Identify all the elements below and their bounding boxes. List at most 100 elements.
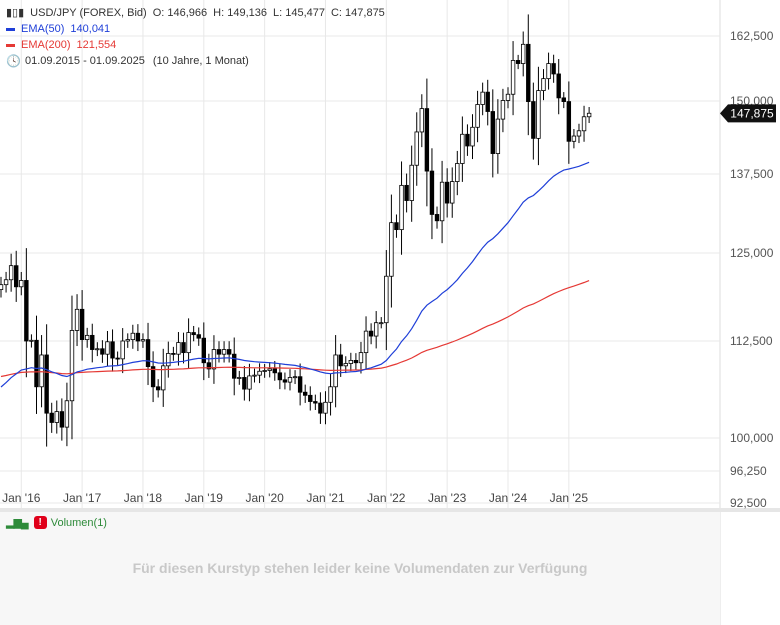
candle-body (571, 135, 577, 142)
warning-icon[interactable]: ! (33, 516, 47, 529)
volume-label: Volumen(1) (50, 516, 107, 529)
candle-body (328, 386, 333, 403)
candle-body (272, 368, 277, 374)
candle-body (531, 101, 536, 139)
x-tick-label: Jan '21 (306, 491, 345, 505)
candle-body (521, 43, 526, 64)
candle-body (216, 349, 222, 355)
candle-body (105, 341, 110, 355)
candle-body (14, 265, 19, 288)
volume-panel (0, 512, 720, 625)
candle-body (135, 332, 141, 342)
candle-body (444, 181, 450, 204)
clock-icon: 🕓 (6, 54, 21, 68)
panel-separator (0, 508, 780, 512)
candle-body (556, 73, 561, 99)
ema200-line (0, 280, 590, 378)
candle-body (434, 214, 440, 222)
candle-body (541, 78, 546, 91)
candle-body (500, 100, 506, 120)
candle-body (536, 90, 541, 139)
candle-body (419, 108, 425, 133)
candle-body (29, 339, 34, 342)
candle-body (561, 97, 566, 102)
candle-body (429, 170, 435, 215)
candle-body (44, 354, 49, 414)
candle-body (495, 118, 501, 154)
candle-body (130, 332, 136, 340)
candle-body (140, 339, 146, 342)
candle-body (323, 401, 328, 414)
candle-body (69, 330, 75, 402)
x-tick-label: Jan '20 (245, 491, 284, 505)
ema50-swatch (6, 27, 15, 31)
candle-body (297, 376, 303, 393)
volume-bars-icon: ▂▆▄ (6, 517, 29, 529)
candle-body (480, 91, 485, 105)
candle-body (353, 359, 359, 364)
candle-body (510, 60, 516, 95)
x-tick-label: Jan '16 (2, 491, 41, 505)
candle-icon: ▮▯▮ (6, 7, 25, 19)
ema200-label: EMA(200) (21, 39, 71, 51)
legend-ema200[interactable]: EMA(200) 121,554 (6, 37, 391, 53)
date-range: 01.09.2015 - 01.09.2025 (24, 55, 145, 67)
candle-body (39, 354, 44, 388)
candle-body (110, 341, 115, 359)
candle-body (363, 330, 369, 354)
y-tick-label: 162,500 (730, 29, 774, 43)
candle-body (586, 112, 592, 118)
candle-body (551, 63, 556, 75)
candle-body (161, 365, 166, 391)
candle-body (155, 386, 161, 391)
x-tick-label: Jan '18 (124, 491, 163, 505)
candle-body (318, 402, 323, 414)
candle-body (460, 133, 465, 164)
x-tick-label: Jan '17 (63, 491, 102, 505)
ema50-label: EMA(50) (21, 23, 65, 35)
candle-body (262, 370, 267, 372)
candle-body (505, 93, 511, 101)
candle-body (267, 368, 272, 371)
candle-body (221, 349, 227, 355)
candle-body (90, 334, 95, 350)
candle-body (475, 104, 480, 128)
x-tick-label: Jan '19 (185, 491, 224, 505)
candle-body (84, 334, 90, 340)
candle-body (115, 357, 120, 360)
candle-body (287, 377, 293, 383)
legend-ema50[interactable]: EMA(50) 140,041 (6, 21, 391, 37)
ema200-value: 121,554 (76, 39, 117, 51)
candle-body (74, 308, 80, 331)
candle-body (145, 339, 151, 368)
candle-body (100, 348, 105, 355)
candle-body (120, 340, 125, 360)
last-price-marker (720, 104, 776, 123)
candle-body (191, 332, 196, 336)
candle-body (3, 279, 9, 286)
candle-body (389, 222, 394, 277)
low-value: L: 145,477 (272, 7, 325, 19)
candle-body (277, 372, 283, 381)
candle-body (59, 411, 65, 428)
candle-body (150, 366, 156, 388)
candle-body (399, 184, 404, 231)
candle-body (252, 374, 257, 377)
candle-body (546, 63, 551, 80)
candle-body (226, 349, 232, 355)
candle-body (54, 411, 59, 423)
candle-body (292, 376, 298, 379)
y-tick-label: 100,000 (730, 431, 774, 445)
candle-body (125, 339, 130, 342)
candle-body (348, 359, 354, 364)
candle-body (201, 337, 206, 364)
chart-legend: ▮▯▮ USD/JPY (FOREX, Bid) O: 146,966 H: 1… (6, 5, 391, 69)
period-label: (10 Jahre, 1 Monat) (152, 55, 249, 67)
last-price-label: 147,875 (730, 106, 774, 120)
candle-body (576, 130, 582, 137)
candle-body (196, 334, 201, 339)
candle-body (64, 400, 70, 428)
candle-body (338, 354, 343, 367)
ema50-line (0, 161, 590, 388)
